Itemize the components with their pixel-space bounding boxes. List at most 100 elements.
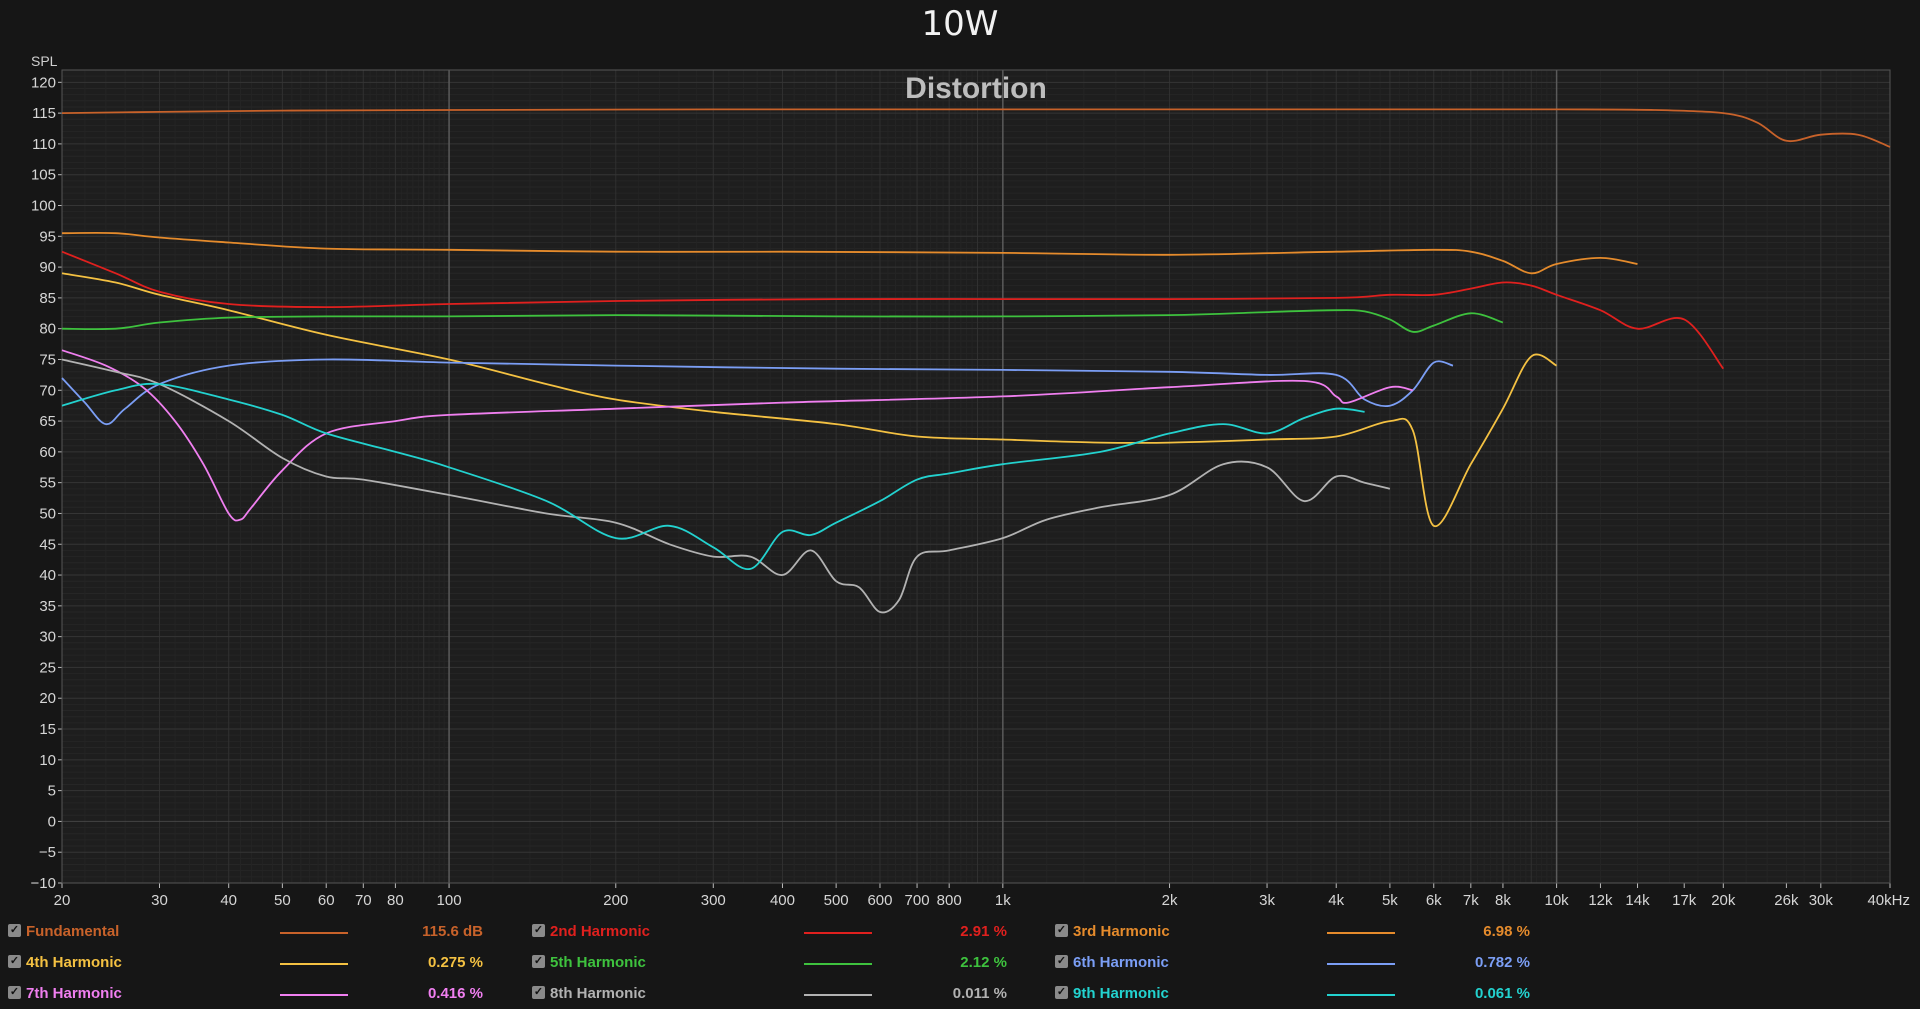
x-tick-label: 70 — [355, 892, 372, 909]
y-tick-label: 20 — [39, 690, 56, 707]
series-line-3rd-harmonic — [61, 231, 1638, 275]
legend-checkbox-3rd-harmonic[interactable]: ✓ — [1055, 924, 1068, 937]
series-line-8th-harmonic — [61, 358, 1391, 614]
y-tick-label: −5 — [39, 844, 56, 861]
series-line-7th-harmonic — [61, 349, 1413, 522]
x-tick-label: 14k — [1625, 892, 1650, 909]
y-tick-label: 100 — [31, 198, 56, 215]
y-tick-label: 85 — [39, 290, 56, 307]
legend-label: 5th Harmonic — [550, 954, 646, 971]
legend-value: 0.782 % — [1474, 954, 1530, 971]
legend-value: 2.12 % — [960, 954, 1007, 971]
x-tick-label: 400 — [770, 892, 795, 909]
legend-label: 4th Harmonic — [26, 954, 122, 971]
y-tick-label: 10 — [39, 752, 56, 769]
y-tick-label: 75 — [39, 351, 56, 368]
legend-checkbox-8th-harmonic[interactable]: ✓ — [532, 986, 545, 999]
x-tick-label: 50 — [274, 892, 291, 909]
x-tick-label: 20k — [1711, 892, 1736, 909]
legend-value: 0.061 % — [1474, 985, 1530, 1002]
legend-swatch — [1327, 994, 1395, 996]
legend-item-6th-harmonic: ✓ 6th Harmonic 0.782 % — [1055, 952, 1530, 974]
y-tick-label: 15 — [39, 721, 56, 738]
legend-item-8th-harmonic: ✓ 8th Harmonic 0.011 % — [532, 983, 1007, 1005]
legend-item-3rd-harmonic: ✓ 3rd Harmonic 6.98 % — [1055, 921, 1530, 943]
x-tick-label: 8k — [1495, 892, 1511, 909]
legend-swatch — [804, 963, 872, 965]
series-line-2nd-harmonic — [61, 250, 1725, 370]
legend-label: 8th Harmonic — [550, 985, 646, 1002]
legend-swatch — [280, 994, 348, 996]
y-tick-label: 95 — [39, 228, 56, 245]
y-tick-label: 90 — [39, 259, 56, 276]
legend-item-7th-harmonic: ✓ 7th Harmonic 0.416 % — [8, 983, 483, 1005]
legend-item-5th-harmonic: ✓ 5th Harmonic 2.12 % — [532, 952, 1007, 974]
y-tick-label: 40 — [39, 567, 56, 584]
x-tick-label: 6k — [1426, 892, 1442, 909]
legend-value: 0.275 % — [427, 954, 483, 971]
x-tick-label: 2k — [1162, 892, 1178, 909]
legend-value: 0.011 % — [952, 985, 1007, 1002]
legend-checkbox-5th-harmonic[interactable]: ✓ — [532, 955, 545, 968]
legend-swatch — [280, 963, 348, 965]
x-tick-label: 30 — [151, 892, 168, 909]
y-tick-label: 5 — [48, 783, 56, 800]
distortion-chart: −10 −5 0 5 10 15 20 25 30 35 40 45 50 55 60 65 70 75 80 85 9… — [31, 53, 1910, 909]
legend-swatch — [280, 932, 348, 934]
x-tick-label: 3k — [1259, 892, 1275, 909]
grid-layer — [62, 69, 1890, 884]
legend-swatch — [804, 932, 872, 934]
y-tick-label: 55 — [39, 475, 56, 492]
y-tick-label: 25 — [39, 659, 56, 676]
legend-value: 0.416 % — [427, 985, 483, 1002]
y-tick-label: 45 — [39, 536, 56, 553]
y-axis-label: SPL — [31, 53, 58, 69]
y-tick-label: 65 — [39, 413, 56, 430]
legend-swatch — [1327, 932, 1395, 934]
legend-swatch — [804, 994, 872, 996]
legend-checkbox-fundamental[interactable]: ✓ — [8, 924, 21, 937]
x-tick-label: 20 — [54, 892, 71, 909]
x-tick-label: 26k — [1774, 892, 1799, 909]
y-tick-label: 35 — [39, 598, 56, 615]
series-line-9th-harmonic — [61, 382, 1365, 570]
series-line-fundamental — [61, 108, 1891, 148]
x-tick-label: 800 — [937, 892, 962, 909]
x-tick-label: 700 — [905, 892, 930, 909]
series-line-4th-harmonic — [61, 272, 1558, 527]
x-tick-label: 200 — [603, 892, 628, 909]
legend-swatch — [1327, 963, 1395, 965]
y-tick-label: 105 — [31, 167, 56, 184]
legend-item-2nd-harmonic: ✓ 2nd Harmonic 2.91 % — [532, 921, 1007, 943]
x-tick-label: 80 — [387, 892, 404, 909]
x-tick-label: 5k — [1382, 892, 1398, 909]
legend-checkbox-4th-harmonic[interactable]: ✓ — [8, 955, 21, 968]
legend-item-fundamental: ✓ Fundamental 115.6 dB — [8, 921, 483, 943]
legend-checkbox-9th-harmonic[interactable]: ✓ — [1055, 986, 1068, 999]
legend-item-4th-harmonic: ✓ 4th Harmonic 0.275 % — [8, 952, 483, 974]
legend-checkbox-7th-harmonic[interactable]: ✓ — [8, 986, 21, 999]
x-tick-label: 40 — [220, 892, 237, 909]
chart-title: Distortion — [905, 72, 1047, 105]
x-tick-label: 4k — [1328, 892, 1344, 909]
legend-label: 9th Harmonic — [1073, 985, 1169, 1002]
x-tick-label: 7k — [1463, 892, 1479, 909]
x-tick-label: 300 — [701, 892, 726, 909]
y-tick-label: 50 — [39, 505, 56, 522]
x-tick-label: 12k — [1588, 892, 1613, 909]
legend-label: Fundamental — [26, 923, 120, 940]
legend-item-9th-harmonic: ✓ 9th Harmonic 0.061 % — [1055, 983, 1530, 1005]
x-tick-label: 30k — [1809, 892, 1834, 909]
page-title: 10W — [921, 4, 999, 44]
y-tick-label: 0 — [48, 813, 56, 830]
x-tick-label: 60 — [318, 892, 335, 909]
x-tick-label: 17k — [1672, 892, 1697, 909]
legend-label: 2nd Harmonic — [550, 923, 651, 940]
legend-checkbox-6th-harmonic[interactable]: ✓ — [1055, 955, 1068, 968]
legend-value: 2.91 % — [960, 923, 1007, 940]
y-tick-label: 80 — [39, 321, 56, 338]
legend-checkbox-2nd-harmonic[interactable]: ✓ — [532, 924, 545, 937]
x-tick-label: 100 — [437, 892, 462, 909]
y-tick-label: 120 — [31, 74, 56, 91]
series-line-5th-harmonic — [61, 309, 1504, 333]
